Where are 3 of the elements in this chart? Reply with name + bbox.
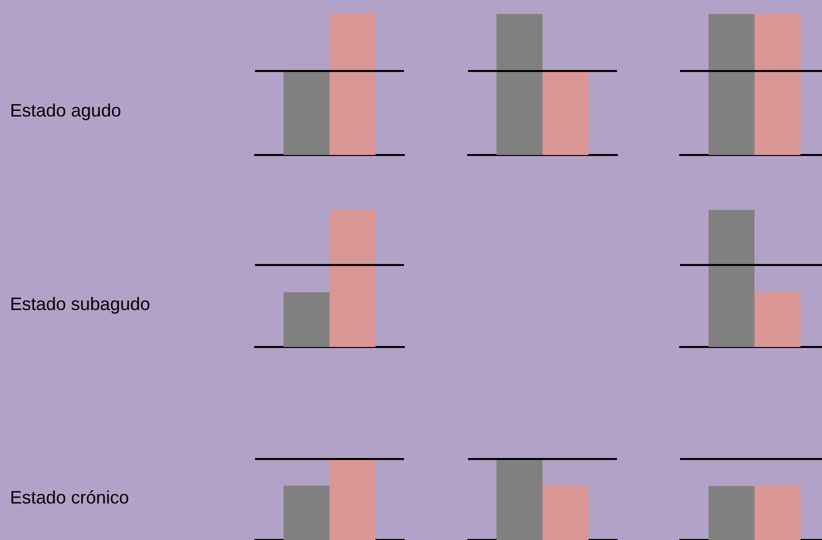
y-axis-title: Estado crónico <box>10 488 130 508</box>
y-axis-title: Estado subagudo <box>10 294 150 314</box>
y-axis-title: Estado agudo <box>10 100 122 121</box>
